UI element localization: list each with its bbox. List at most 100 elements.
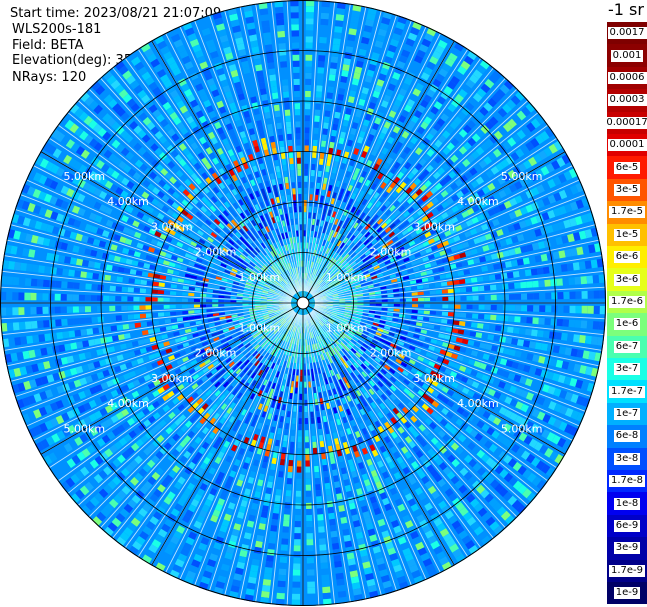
ray-gap bbox=[10, 224, 292, 301]
range-ring-label: 5.00km bbox=[501, 422, 543, 435]
range-ring bbox=[50, 50, 556, 556]
range-ring-label: 4.00km bbox=[457, 397, 499, 410]
ray-gap bbox=[313, 308, 574, 441]
ray-gap bbox=[305, 6, 367, 292]
ray-gap bbox=[310, 312, 495, 539]
ray-gap bbox=[312, 310, 539, 495]
ray-gap bbox=[57, 124, 294, 297]
ray-gap bbox=[314, 239, 600, 301]
ray-gap bbox=[311, 311, 518, 518]
colorbar-tick-label: 1e-8 bbox=[613, 497, 641, 510]
ray-gap bbox=[313, 307, 580, 427]
colorbar-cell: 3e-8 bbox=[607, 447, 647, 470]
range-ring-label: 1.00km bbox=[239, 271, 281, 284]
ray-gap bbox=[309, 48, 469, 294]
ray-gap bbox=[314, 304, 603, 351]
range-ring-label: 2.00km bbox=[370, 246, 412, 259]
ray-gap bbox=[3, 255, 292, 302]
ray-gap bbox=[6, 305, 292, 367]
ray-gap bbox=[111, 67, 296, 294]
ray-gap bbox=[77, 310, 295, 507]
colorbar-cell: 1e-8 bbox=[607, 492, 647, 515]
ray-gap bbox=[255, 314, 302, 603]
ray-gap bbox=[305, 10, 382, 292]
colorbar-cell: 0.0006 bbox=[607, 66, 647, 90]
ray-gap bbox=[314, 303, 606, 320]
colorbar-cell: 0.0003 bbox=[607, 89, 647, 112]
range-ring-label: 2.00km bbox=[195, 246, 237, 259]
range-ring-label: 1.00km bbox=[326, 271, 368, 284]
colorbar-tick-label: 1.7e-8 bbox=[608, 475, 646, 488]
colorbar-cell: 1.7e-7 bbox=[607, 380, 647, 403]
ray-gap bbox=[314, 303, 605, 336]
colorbar-cell: 0.00017 bbox=[604, 111, 647, 134]
range-ring-label: 3.00km bbox=[151, 220, 193, 233]
ray-gap bbox=[67, 111, 294, 296]
ray-gap bbox=[137, 48, 297, 294]
ray-gap bbox=[124, 57, 297, 294]
ray-gap bbox=[26, 307, 293, 427]
colorbar-cell: 6e-8 bbox=[607, 425, 647, 448]
ray-gap bbox=[14, 306, 292, 398]
ray-gap bbox=[313, 179, 580, 299]
ray-gap bbox=[306, 19, 413, 292]
range-ring-label: 4.00km bbox=[107, 195, 149, 208]
ray-gap bbox=[312, 309, 549, 482]
colorbar-tick-label: 1.7e-9 bbox=[608, 564, 646, 577]
colorbar-cell: 6e-6 bbox=[607, 246, 647, 269]
colorbar-cell: 1e-5 bbox=[607, 223, 647, 246]
ray-gap bbox=[179, 313, 299, 580]
range-ring-label: 2.00km bbox=[195, 347, 237, 360]
radar-center-marker bbox=[296, 296, 310, 310]
ray-gap bbox=[304, 3, 351, 292]
range-ring-label: 2.00km bbox=[370, 347, 412, 360]
colorbar-cell: 3e-9 bbox=[607, 537, 647, 560]
colorbar-cell: 0.001 bbox=[607, 44, 647, 67]
ray-gap bbox=[314, 286, 606, 303]
colorbar-cell: 1e-7 bbox=[607, 402, 647, 426]
range-ring-label: 5.00km bbox=[64, 170, 106, 183]
colorbar-tick-label: 6e-5 bbox=[613, 161, 641, 174]
ray-gap bbox=[111, 312, 296, 539]
ray-gap bbox=[208, 14, 300, 292]
ray-gap bbox=[286, 314, 303, 606]
range-ring bbox=[252, 252, 354, 354]
ray-gap bbox=[314, 193, 587, 300]
colorbar-tick-label: 0.0003 bbox=[607, 94, 647, 107]
ray-gap bbox=[314, 305, 600, 367]
ray-gap bbox=[165, 313, 298, 574]
colorbar-cell: 1.7e-6 bbox=[607, 290, 647, 314]
ray-gap bbox=[26, 179, 293, 299]
colorbar-tick-label: 3e-8 bbox=[613, 452, 641, 465]
ray-gap bbox=[224, 10, 301, 292]
colorbar-tick-label: 6e-8 bbox=[613, 430, 641, 443]
ray-gap bbox=[305, 314, 367, 600]
ray-gap bbox=[314, 208, 592, 300]
ray-gap bbox=[309, 57, 482, 294]
ppi-outer-border bbox=[0, 0, 606, 606]
ray-gap bbox=[165, 32, 298, 293]
ray-gap bbox=[88, 311, 295, 518]
ray-gap bbox=[308, 32, 441, 293]
colorbar-tick-label: 1e-6 bbox=[613, 318, 641, 331]
colorbar-cell: 3e-6 bbox=[607, 268, 647, 291]
ray-gap bbox=[312, 111, 539, 296]
ray-gap bbox=[306, 14, 398, 292]
ray-gap bbox=[0, 303, 292, 320]
ray-gap bbox=[303, 1, 336, 292]
ray-gap bbox=[305, 314, 382, 596]
colorbar-unit-label: -1 sr bbox=[608, 0, 644, 19]
instrument-label: WLS200s-181 bbox=[12, 22, 102, 37]
range-ring bbox=[151, 151, 455, 455]
ray-gap bbox=[1, 270, 292, 303]
ppi-range-gates bbox=[0, 0, 606, 606]
ray-gap bbox=[310, 67, 495, 294]
range-ring-label: 4.00km bbox=[457, 195, 499, 208]
ray-gap bbox=[99, 311, 296, 529]
range-ring-label: 3.00km bbox=[413, 220, 455, 233]
colorbar-tick-label: 1e-7 bbox=[613, 407, 641, 420]
ray-gap bbox=[193, 19, 300, 292]
colorbar-tick-label: 3e-5 bbox=[613, 183, 641, 196]
ray-gap bbox=[57, 309, 294, 482]
